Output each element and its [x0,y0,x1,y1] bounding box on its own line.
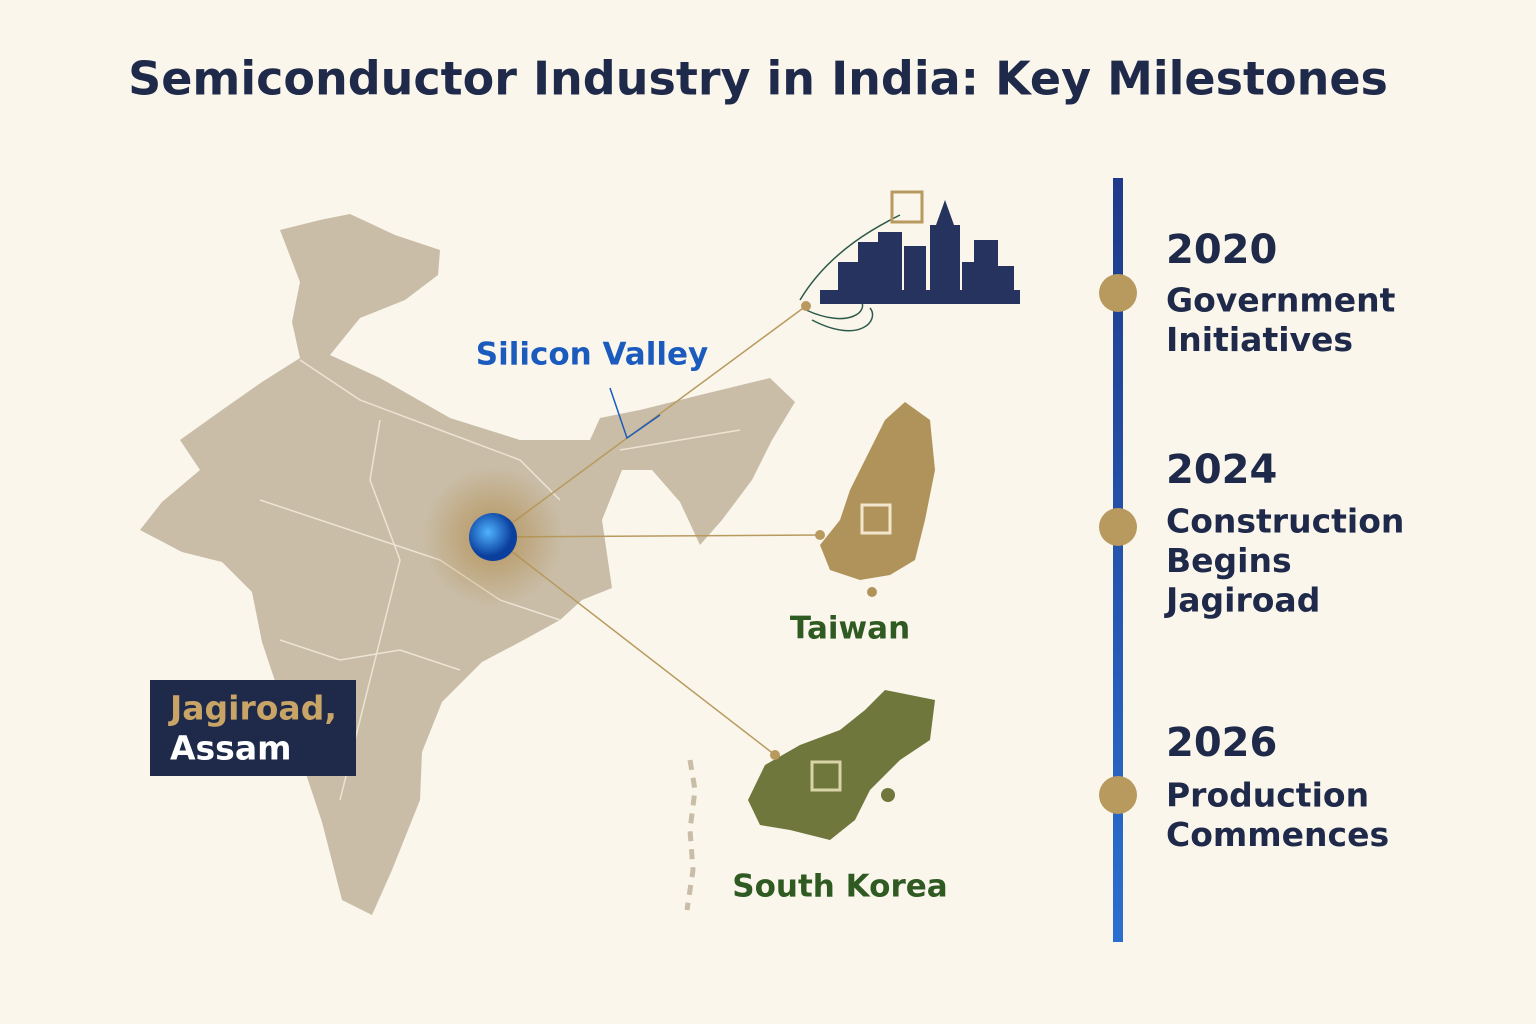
timeline-year: 2026 [1166,720,1277,766]
state-border [339,419,401,801]
taiwan-label: Taiwan [790,611,910,647]
timeline-text: Government [1166,281,1396,320]
timeline-text: Initiatives [1166,320,1353,359]
timeline-dot [1099,508,1137,546]
timeline-dot [1099,776,1137,814]
island [867,587,877,597]
location-line: Assam [170,729,291,768]
timeline-year: 2024 [1166,447,1277,493]
connector-dot [815,530,825,540]
timeline-line [1113,178,1123,942]
connector-dot [770,750,780,760]
south-korea-label: South Korea [732,869,947,905]
title: Semiconductor Industry in India: Key Mil… [128,52,1388,106]
taiwan-shape [820,402,935,580]
chip-icon [860,503,892,535]
timeline-text: Jagiroad [1164,581,1320,620]
islands [684,759,698,911]
location-box [150,680,356,776]
location-line: Jagiroad, [168,689,337,728]
location-dot [469,513,517,561]
state-border [619,429,741,451]
timeline-dot [1099,274,1137,312]
chip-icon [890,190,924,224]
timeline-text: Begins [1166,541,1292,580]
state-border [279,639,461,671]
timeline-text: Construction [1166,502,1404,541]
timeline-text: Commences [1166,815,1389,854]
island [881,788,895,802]
skyline [820,200,1020,304]
label-pointer [609,387,661,440]
state-border [299,359,561,501]
silicon-valley-label: Silicon Valley [476,337,708,373]
timeline-year: 2020 [1166,227,1277,273]
connector-dot [801,301,811,311]
chip-icon [810,760,842,792]
timeline-text: Production [1166,776,1369,815]
